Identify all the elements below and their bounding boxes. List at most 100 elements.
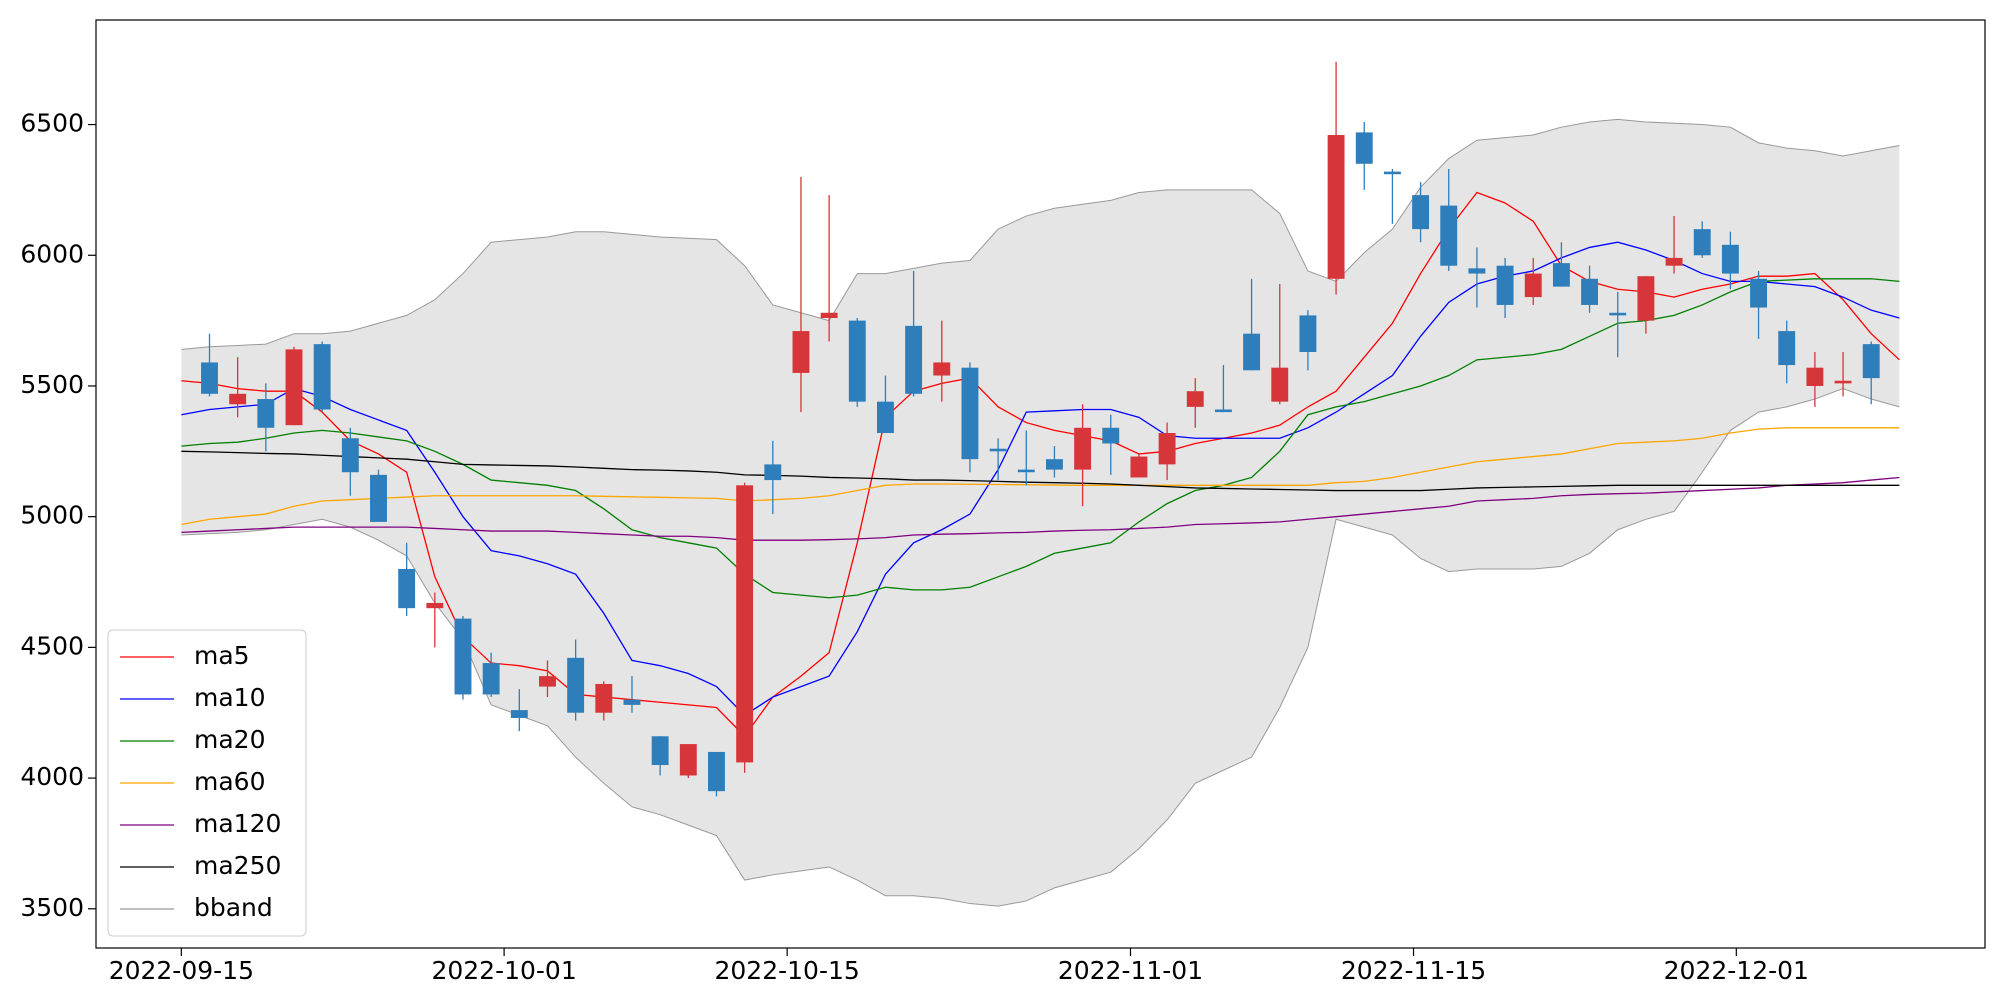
candle bbox=[905, 270, 923, 397]
candle bbox=[1017, 430, 1035, 486]
candle-body bbox=[1299, 315, 1317, 352]
y-tick-label: 5000 bbox=[20, 501, 84, 530]
candle-body bbox=[482, 663, 500, 695]
candle-body bbox=[1721, 244, 1739, 274]
candle-body bbox=[1665, 257, 1683, 266]
candle-body bbox=[848, 320, 866, 402]
candle-body bbox=[1637, 276, 1655, 321]
candle bbox=[1806, 351, 1824, 407]
candle-body bbox=[1581, 278, 1599, 305]
y-tick-label: 4000 bbox=[20, 762, 84, 791]
candle bbox=[1440, 169, 1458, 271]
candle-body bbox=[454, 618, 472, 695]
candle-body bbox=[764, 464, 782, 481]
y-tick-label: 3500 bbox=[20, 893, 84, 922]
candle-body bbox=[877, 401, 894, 434]
candle-body bbox=[1017, 469, 1035, 473]
candle bbox=[1130, 453, 1148, 478]
candle-body bbox=[1214, 409, 1232, 413]
y-tick-label: 4500 bbox=[20, 631, 84, 660]
candle bbox=[651, 736, 669, 776]
candle-body bbox=[1440, 205, 1458, 266]
candle bbox=[933, 320, 951, 402]
legend-label: ma250 bbox=[194, 851, 281, 880]
candle-body bbox=[1468, 268, 1486, 274]
candle bbox=[1693, 221, 1711, 258]
candle-body bbox=[1130, 456, 1148, 478]
x-tick-label: 2022-09-15 bbox=[109, 956, 254, 985]
candle-body bbox=[1693, 229, 1711, 256]
x-tick-label: 2022-11-15 bbox=[1341, 956, 1486, 985]
candle-body bbox=[1102, 427, 1120, 444]
candle bbox=[1355, 121, 1373, 190]
candle-body bbox=[1806, 367, 1824, 386]
candle bbox=[454, 616, 472, 700]
candle-body bbox=[1186, 391, 1204, 407]
candle bbox=[201, 333, 218, 397]
candle bbox=[398, 542, 416, 617]
candle bbox=[1862, 341, 1880, 405]
candle-body bbox=[820, 312, 838, 319]
candle-body bbox=[201, 362, 218, 394]
candle-body bbox=[1552, 263, 1570, 287]
candle bbox=[623, 676, 641, 713]
ma-line bbox=[181, 241, 1900, 717]
candle bbox=[848, 318, 866, 407]
candle bbox=[1581, 265, 1599, 313]
candle bbox=[1637, 276, 1655, 334]
candle-body bbox=[905, 325, 923, 394]
x-tick-label: 2022-10-01 bbox=[431, 956, 576, 985]
y-tick-label: 6500 bbox=[20, 109, 84, 138]
candle-body bbox=[313, 344, 331, 410]
candle-body bbox=[285, 349, 303, 426]
ma-line bbox=[181, 427, 1900, 526]
candle bbox=[1778, 320, 1796, 384]
candle bbox=[1074, 404, 1092, 507]
candle bbox=[1524, 257, 1542, 305]
candle-body bbox=[539, 676, 556, 687]
candle bbox=[1327, 61, 1345, 295]
candle bbox=[708, 751, 725, 797]
plot-frame bbox=[95, 19, 1986, 949]
x-tick-label: 2022-10-15 bbox=[715, 956, 860, 985]
candle-body bbox=[1778, 331, 1796, 366]
candle bbox=[595, 681, 613, 721]
candle bbox=[1834, 351, 1852, 397]
candle-body bbox=[257, 399, 275, 428]
x-tick-label: 2022-12-01 bbox=[1664, 956, 1809, 985]
candle-body bbox=[1327, 135, 1345, 279]
candle-body bbox=[595, 683, 613, 713]
candle bbox=[1412, 182, 1430, 243]
candle bbox=[1243, 278, 1261, 371]
legend-label: ma60 bbox=[194, 767, 265, 796]
ma-line bbox=[181, 476, 1900, 541]
candle bbox=[1665, 216, 1683, 274]
candle bbox=[426, 592, 444, 648]
candle bbox=[1214, 365, 1232, 413]
candle-body bbox=[708, 751, 725, 792]
candle-body bbox=[679, 744, 697, 776]
legend-label: ma20 bbox=[194, 725, 265, 754]
candle-body bbox=[1524, 273, 1542, 298]
candle-body bbox=[510, 710, 528, 718]
candle bbox=[539, 660, 556, 698]
candle-body bbox=[1045, 459, 1063, 470]
candle bbox=[1102, 414, 1120, 475]
candle bbox=[877, 375, 894, 434]
candle bbox=[1552, 242, 1570, 287]
candle-body bbox=[933, 362, 951, 376]
candle bbox=[679, 744, 697, 779]
candle bbox=[341, 427, 359, 496]
candle-body bbox=[1271, 367, 1289, 402]
ma-line bbox=[181, 278, 1900, 599]
band-upper bbox=[181, 118, 1900, 350]
candle bbox=[1045, 446, 1063, 478]
candle-body bbox=[1412, 195, 1430, 230]
candle-body bbox=[426, 602, 444, 609]
candle-body bbox=[1496, 265, 1514, 305]
legend: ma5 ma10 ma20 ma60 ma120 ma250 bband bbox=[107, 629, 307, 937]
candle bbox=[482, 652, 500, 698]
candle-body bbox=[229, 393, 247, 405]
y-tick-label: 6000 bbox=[20, 239, 84, 268]
